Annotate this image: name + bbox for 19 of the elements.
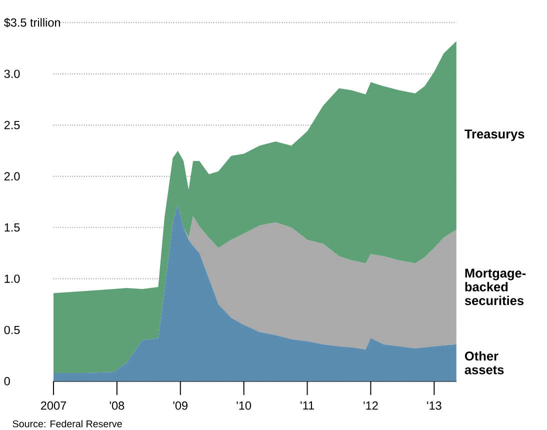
y-tick-label: 0.5 (4, 326, 20, 334)
y-tick-label: 2.0 (4, 172, 20, 180)
source-note: Source: Federal Reserve (12, 420, 122, 428)
x-tick-label: '12 (364, 401, 378, 410)
x-tick-label: '08 (110, 401, 124, 410)
y-tick-label: 3.0 (4, 69, 20, 78)
x-tick-label: 2007 (40, 401, 66, 410)
x-tick-label: '13 (427, 401, 442, 410)
y-tick-label: 1.5 (4, 223, 20, 232)
y-tick-label: 0 (4, 376, 10, 386)
x-tick-label: '09 (173, 401, 188, 410)
y-tick-label: 1.0 (4, 274, 20, 283)
x-tick-label: '11 (300, 401, 314, 410)
series-label: Treasurys (464, 129, 524, 141)
y-tick-label: 2.5 (4, 120, 20, 130)
y-tick-label: $3.5 trillion (4, 18, 60, 28)
x-tick-label: '10 (236, 401, 252, 410)
series-label: Other assets (464, 350, 504, 374)
series-label: Mortgage-backed securities (464, 268, 526, 305)
